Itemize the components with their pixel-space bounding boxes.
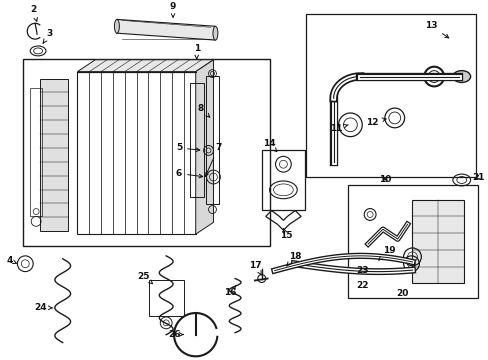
Bar [40,78,67,231]
Bar [205,76,219,204]
Text: 21: 21 [471,173,484,182]
Bar [189,84,203,197]
Text: 16: 16 [224,285,236,297]
Text: 2: 2 [30,5,37,21]
Text: 23: 23 [355,266,368,275]
Ellipse shape [452,71,469,82]
Ellipse shape [213,26,218,40]
Polygon shape [77,60,213,72]
Text: 24: 24 [35,303,53,312]
Text: 4: 4 [6,256,17,265]
Text: 25: 25 [137,271,152,284]
Text: 1: 1 [193,44,200,59]
Text: 26: 26 [167,330,183,339]
Text: 10: 10 [378,175,390,184]
Bar [412,200,463,283]
Bar [305,14,474,177]
Text: 14: 14 [263,139,276,152]
Text: 12: 12 [365,118,386,127]
Text: 20: 20 [396,289,408,298]
Bar [348,185,478,298]
Bar [23,59,269,246]
Ellipse shape [114,19,119,33]
Text: 18: 18 [286,252,301,266]
Text: 9: 9 [169,1,176,17]
Text: 15: 15 [280,228,292,240]
Text: 8: 8 [197,104,209,117]
Text: 11: 11 [330,124,347,133]
Text: 7: 7 [204,143,221,176]
Text: 6: 6 [176,169,203,178]
Bar [149,280,183,316]
Text: 5: 5 [176,143,200,152]
Bar [30,88,42,216]
Text: 19: 19 [378,246,395,260]
Polygon shape [195,60,213,234]
Bar [261,150,305,210]
Polygon shape [117,19,215,40]
Bar [77,72,195,234]
Text: 22: 22 [355,281,368,290]
Text: 17: 17 [249,261,262,275]
Text: 13: 13 [424,21,448,38]
Text: 3: 3 [43,29,53,43]
